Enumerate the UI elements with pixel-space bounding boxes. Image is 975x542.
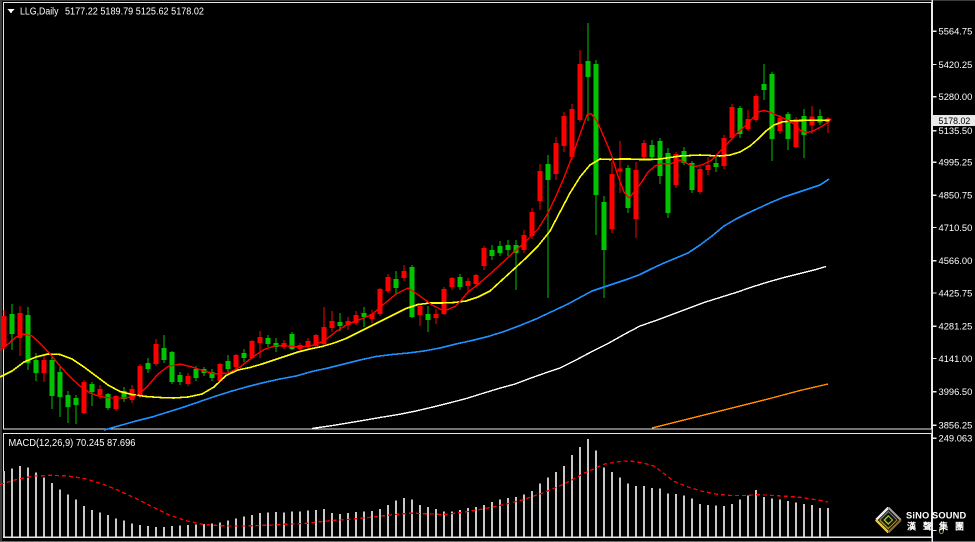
svg-text:4141.00: 4141.00	[939, 354, 973, 365]
svg-text:4425.75: 4425.75	[939, 288, 973, 299]
svg-text:5564.75: 5564.75	[939, 27, 973, 38]
svg-text:4995.25: 4995.25	[939, 158, 973, 169]
svg-text:5280.00: 5280.00	[939, 92, 973, 103]
svg-text:MACD(12,26,9) 70.245 87.696: MACD(12,26,9) 70.245 87.696	[9, 438, 137, 449]
svg-text:4850.75: 4850.75	[939, 191, 973, 202]
svg-text:249.063: 249.063	[939, 434, 973, 445]
svg-text:5420.25: 5420.25	[939, 60, 973, 71]
svg-text:3996.50: 3996.50	[939, 387, 973, 398]
svg-text:5178.02: 5178.02	[939, 116, 971, 127]
svg-text:4566.00: 4566.00	[939, 256, 973, 267]
svg-text:0: 0	[939, 526, 944, 537]
svg-text:4281.25: 4281.25	[939, 322, 973, 333]
svg-text:漢聲集團: 漢聲集團	[907, 521, 971, 532]
svg-text:5177.22 5189.79 5125.62 5178.0: 5177.22 5189.79 5125.62 5178.02	[65, 6, 204, 17]
svg-text:LLG,Daily: LLG,Daily	[20, 6, 59, 17]
svg-text:SiNO SOUND: SiNO SOUND	[906, 511, 967, 521]
svg-text:5135.50: 5135.50	[939, 126, 973, 137]
svg-text:3856.25: 3856.25	[939, 421, 973, 432]
svg-text:4710.50: 4710.50	[939, 223, 973, 234]
